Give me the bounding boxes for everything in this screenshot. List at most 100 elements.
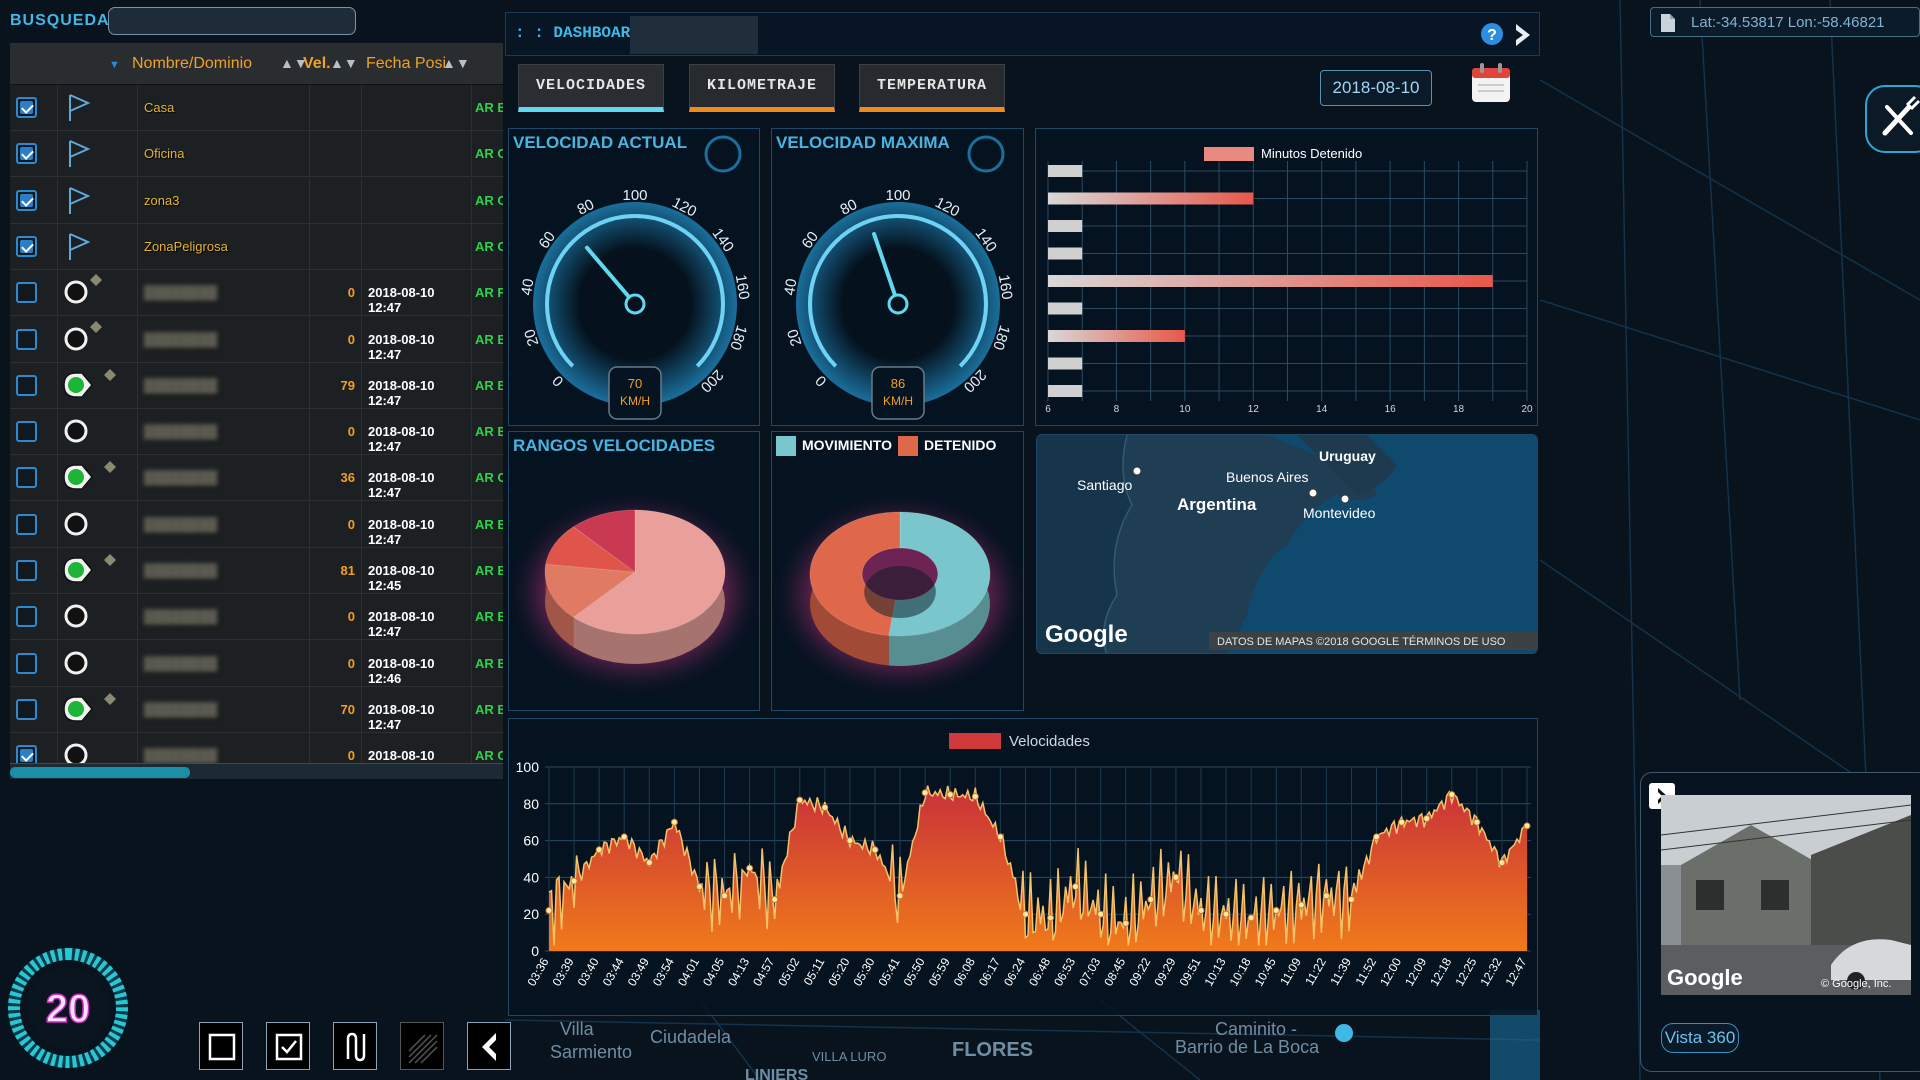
select-all-button[interactable] <box>266 1022 310 1070</box>
scroll-thumb[interactable] <box>10 767 190 778</box>
data-point[interactable] <box>1398 818 1406 826</box>
row-checkbox[interactable] <box>16 698 37 720</box>
row-checkbox[interactable] <box>16 421 37 443</box>
pie-slice[interactable] <box>572 509 726 635</box>
chevron-right-icon[interactable] <box>1516 24 1530 46</box>
data-point[interactable] <box>946 791 954 799</box>
pie-slice[interactable] <box>545 526 637 573</box>
data-point[interactable] <box>921 789 929 797</box>
data-point[interactable] <box>1097 910 1105 918</box>
table-row[interactable]: zona3 AR CA <box>10 177 503 224</box>
data-point[interactable] <box>896 892 904 900</box>
row-checkbox[interactable] <box>16 467 37 489</box>
region-map-canvas[interactable]: Santiago Buenos Aires Argentina Uruguay … <box>1037 435 1538 654</box>
data-point[interactable] <box>1197 907 1205 915</box>
data-point[interactable] <box>695 883 703 891</box>
data-point[interactable] <box>595 846 603 854</box>
table-row[interactable]: ████████ 0 2018-08-10 12:47 AR BU <box>10 594 503 641</box>
sort-icon[interactable]: ▲▼ <box>330 55 358 71</box>
data-point[interactable] <box>1272 907 1280 915</box>
table-row[interactable]: ████████ 0 2018-08-10 12:47 AR BU <box>10 501 503 548</box>
data-point[interactable] <box>771 895 779 903</box>
data-point[interactable] <box>1297 901 1305 909</box>
data-point[interactable] <box>1423 815 1431 823</box>
map-attribution[interactable]: DATOS DE MAPAS ©2018 GOOGLE TÉRMINOS DE … <box>1217 635 1506 648</box>
row-checkbox[interactable] <box>16 235 37 257</box>
search-input[interactable] <box>108 7 356 35</box>
row-checkbox[interactable] <box>16 560 37 581</box>
col-header-nombre[interactable]: Nombre/Dominio <box>132 55 253 72</box>
route-button[interactable] <box>333 1022 377 1070</box>
row-checkbox[interactable] <box>16 513 37 535</box>
region-map[interactable]: Santiago Buenos Aires Argentina Uruguay … <box>1036 434 1538 654</box>
data-point[interactable] <box>1347 895 1355 903</box>
date-field[interactable]: 2018-08-10 <box>1320 70 1432 106</box>
table-row[interactable]: ████████ 0 2018-08-10 12:47 AR BU <box>10 409 503 456</box>
data-point[interactable] <box>670 818 678 826</box>
data-point[interactable] <box>821 803 829 811</box>
data-point[interactable] <box>570 877 578 885</box>
collapse-panel-button[interactable] <box>467 1022 511 1070</box>
data-point[interactable] <box>1021 910 1029 918</box>
table-row[interactable]: ████████ 0 2018-08-10 12:47 AR FUI <box>10 270 503 317</box>
table-row[interactable]: ████████ 79 2018-08-10 12:47 AR BU <box>10 362 503 409</box>
row-checkbox[interactable] <box>16 374 37 396</box>
pie-slice[interactable] <box>544 563 637 618</box>
row-checkbox[interactable] <box>16 97 37 118</box>
layer-button[interactable] <box>400 1022 444 1070</box>
tab-velocidades[interactable]: VELOCIDADES <box>518 64 664 112</box>
data-point[interactable] <box>971 792 979 800</box>
data-point[interactable] <box>1147 895 1155 903</box>
data-point[interactable] <box>1373 833 1381 841</box>
street-view-image[interactable]: Google © Google, Inc. <box>1661 795 1911 995</box>
col-header-vel[interactable]: Vel. <box>303 55 331 72</box>
data-point[interactable] <box>721 892 729 900</box>
data-point[interactable] <box>620 833 628 841</box>
table-row[interactable]: Casa AR BU <box>10 85 503 131</box>
select-none-button[interactable] <box>199 1022 243 1070</box>
pie-slice[interactable] <box>572 509 636 573</box>
row-checkbox[interactable] <box>16 652 37 674</box>
row-checkbox[interactable] <box>16 189 37 211</box>
sort-down-icon[interactable]: ▼ <box>109 59 120 71</box>
calendar-icon[interactable] <box>1468 60 1514 106</box>
table-row[interactable]: ████████ 70 2018-08-10 12:47 AR BU <box>10 686 503 733</box>
data-point[interactable] <box>545 907 553 915</box>
table-row[interactable]: Oficina AR CA <box>10 131 503 178</box>
row-checkbox[interactable] <box>16 606 37 628</box>
sort-icon[interactable]: ▲▼ <box>280 55 308 71</box>
tools-button[interactable] <box>1865 85 1920 153</box>
row-checkbox[interactable] <box>16 328 37 350</box>
horizontal-scrollbar[interactable] <box>10 763 503 779</box>
row-checkbox[interactable] <box>16 143 37 165</box>
data-point[interactable] <box>1523 822 1531 830</box>
data-point[interactable] <box>1448 791 1456 799</box>
tab-temperatura[interactable]: TEMPERATURA <box>859 64 1005 112</box>
help-icon[interactable] <box>1481 23 1503 45</box>
col-header-fecha[interactable]: Fecha Posi <box>366 55 447 72</box>
data-point[interactable] <box>871 846 879 854</box>
data-point[interactable] <box>1072 883 1080 891</box>
row-checkbox[interactable] <box>16 282 37 304</box>
data-point[interactable] <box>746 864 754 872</box>
data-point[interactable] <box>645 859 653 867</box>
table-row[interactable]: ████████ 0 2018-08-10 12:47 AR BU <box>10 316 503 363</box>
table-row[interactable]: ████████ 0 2018-08-10 12:46 AR BU <box>10 640 503 687</box>
data-point[interactable] <box>1172 873 1180 881</box>
data-point[interactable] <box>1247 914 1255 922</box>
table-row[interactable]: ████████ 81 2018-08-10 12:45 AR BU <box>10 548 503 594</box>
vista-360-button[interactable]: Vista 360 <box>1661 1023 1739 1053</box>
sort-icon[interactable]: ▲▼ <box>442 55 470 71</box>
data-point[interactable] <box>1222 910 1230 918</box>
table-row[interactable]: ZonaPeligrosa AR CA <box>10 223 503 270</box>
map-marker-icon[interactable] <box>1335 1024 1353 1042</box>
data-point[interactable] <box>1122 919 1130 927</box>
tab-kilometraje[interactable]: KILOMETRAJE <box>689 64 835 112</box>
data-point[interactable] <box>996 833 1004 841</box>
data-point[interactable] <box>1498 859 1506 867</box>
data-point[interactable] <box>846 837 854 845</box>
table-row[interactable]: ████████ 36 2018-08-10 12:47 AR CA <box>10 455 503 502</box>
data-point[interactable] <box>1047 914 1055 922</box>
data-point[interactable] <box>1322 892 1330 900</box>
data-point[interactable] <box>1473 818 1481 826</box>
